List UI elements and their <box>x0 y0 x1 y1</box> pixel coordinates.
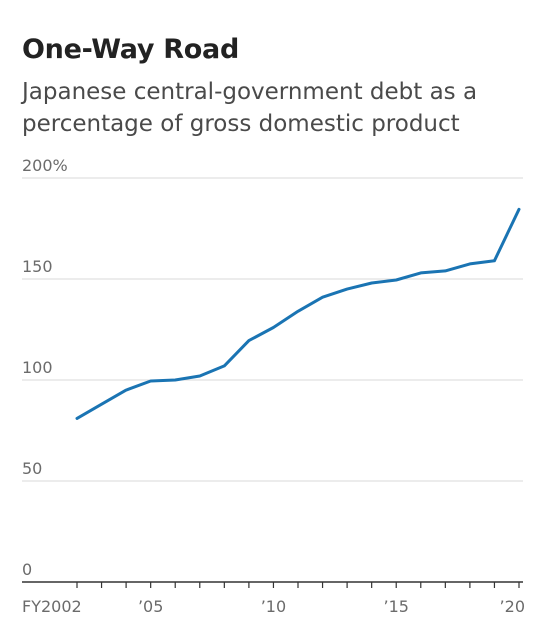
x-tick-label-2010: ’10 <box>261 597 286 616</box>
x-tick-label-2005: ’05 <box>138 597 163 616</box>
series-line-0 <box>75 207 521 420</box>
series-layer <box>75 207 521 420</box>
gridlines <box>22 177 523 482</box>
y-tick-label-100: 100 <box>22 358 53 377</box>
x-axis: FY2002 ’05 ’10 ’15 ’20 <box>22 581 525 616</box>
chart-subtitle: Japanese central-government debt as a pe… <box>22 79 478 137</box>
y-tick-label-0: 0 <box>22 560 32 579</box>
x-tick-label-2002: FY2002 <box>22 597 82 616</box>
y-tick-label-150: 150 <box>22 257 53 276</box>
y-tick-label-200: 200% <box>22 156 68 175</box>
y-tick-labels: 0 50 100 150 200% <box>22 156 68 579</box>
y-tick-label-50: 50 <box>22 459 42 478</box>
x-tick-label-2015: ’15 <box>383 597 408 616</box>
x-tick-label-2020: ’20 <box>500 597 525 616</box>
chart-title: One-Way Road <box>22 34 239 65</box>
